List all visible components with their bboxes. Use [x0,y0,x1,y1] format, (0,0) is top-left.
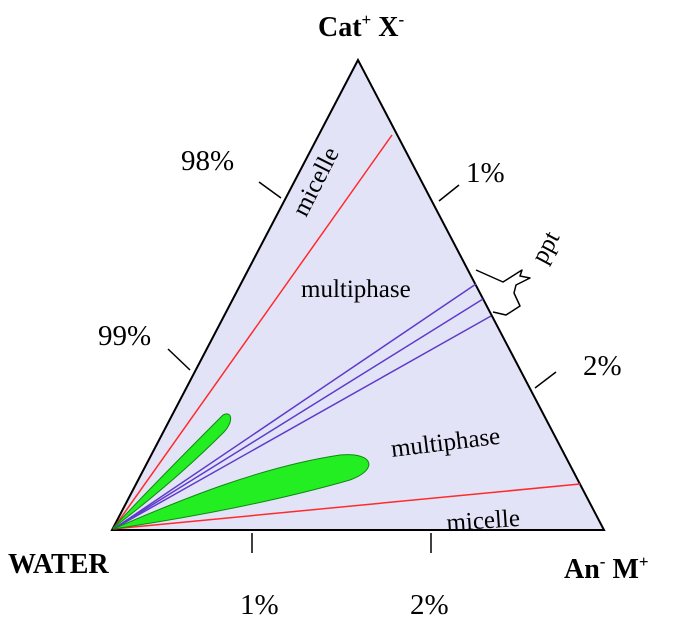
ppt-bracket [475,269,531,316]
ternary-triangle [110,57,606,531]
vesicle-region-small [112,413,232,529]
left-axis-label-98: 98% [181,145,234,177]
lower-micelle-boundary-line [112,483,581,530]
region-label-micelle-lower: micelle [446,505,521,537]
ppt-boundary-line-2 [114,298,484,529]
vertex-label-top: Cat+ X- [318,10,404,43]
right-axis-label-1: 1% [466,157,505,189]
right-axis-label-2: 2% [583,350,622,382]
vertex-label-bottom-right: An- M+ [564,552,649,585]
vertex-label-water: WATER [8,549,109,580]
right-axis-tick-1 [438,184,460,202]
left-axis-tick-99 [167,348,191,371]
bottom-axis-label-1: 1% [240,589,279,621]
vesicle-region-large [112,454,370,530]
left-axis-tick-98 [258,181,282,199]
region-label-multiphase-upper: multiphase [301,276,411,303]
region-label-ppt: ppt [526,227,565,268]
upper-micelle-boundary-line [112,134,393,530]
right-axis-tick-2 [534,371,557,389]
ppt-boundary-line-3 [114,315,492,529]
left-axis-label-99: 99% [98,320,151,352]
bottom-axis-label-2: 2% [410,589,449,621]
ppt-boundary-line-1 [114,283,477,529]
